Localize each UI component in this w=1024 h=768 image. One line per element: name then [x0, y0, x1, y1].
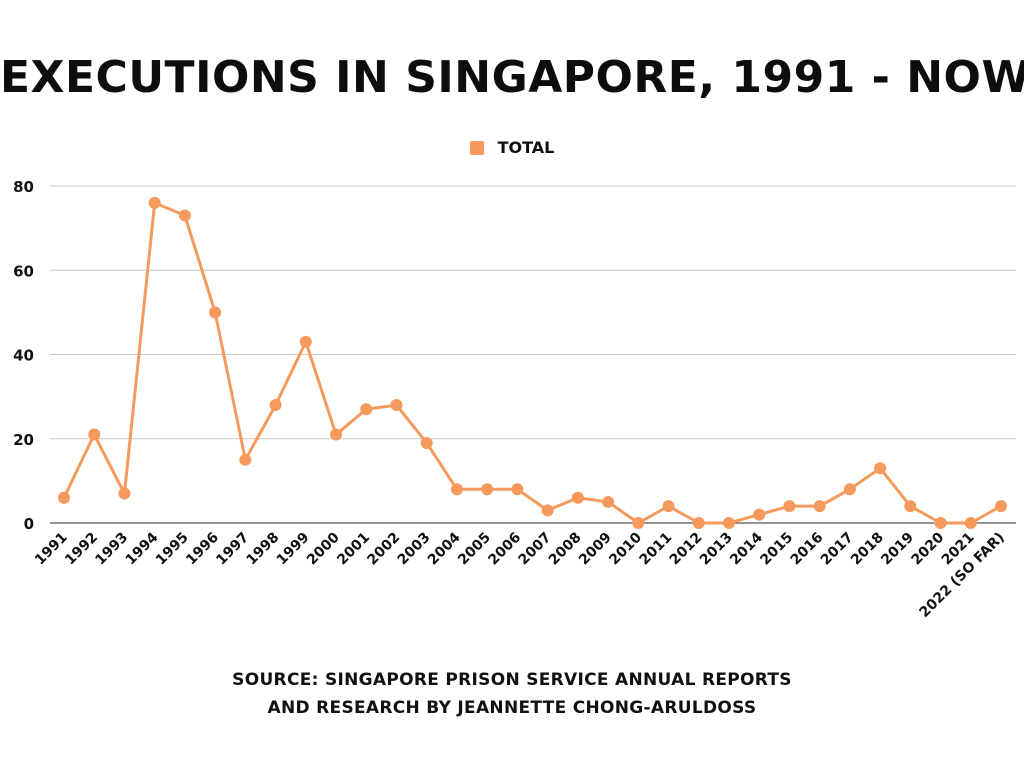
data-point	[692, 517, 705, 529]
y-tick-label: 80	[13, 178, 34, 196]
x-tick-label: 2016	[788, 530, 827, 569]
data-point	[904, 500, 917, 513]
series-line-group	[62, 201, 1003, 525]
x-tick-label: 2017	[818, 530, 857, 569]
data-point	[874, 462, 887, 475]
data-point	[148, 196, 161, 209]
data-point	[178, 209, 191, 222]
x-axis-ticks: 1991199219931994199519961997199819992000…	[32, 529, 1008, 620]
x-tick-label: 2008	[546, 530, 585, 569]
data-point	[813, 500, 826, 513]
legend-label-total: TOTAL	[497, 138, 555, 157]
x-tick-label: 2010	[606, 529, 645, 568]
x-tick-label: 2014	[727, 529, 766, 568]
y-tick-label: 20	[13, 431, 34, 449]
x-tick-label: 1996	[183, 530, 222, 569]
x-tick-label: 2019	[878, 530, 917, 569]
x-tick-label: 2002	[364, 530, 403, 569]
chart-title: EXECUTIONS IN SINGAPORE, 1991 - NOW	[0, 52, 1024, 103]
data-point	[330, 428, 343, 441]
data-point	[934, 517, 947, 529]
x-tick-label: 2020	[909, 529, 948, 568]
data-point	[118, 487, 131, 500]
x-tick-label: 2003	[395, 530, 434, 569]
data-point	[239, 453, 252, 466]
x-tick-label: 1993	[92, 530, 131, 569]
data-point	[995, 500, 1007, 513]
legend-swatch-total	[469, 140, 484, 155]
y-tick-label: 40	[13, 347, 34, 365]
chart-legend: TOTAL	[0, 138, 1024, 157]
data-point	[571, 491, 584, 504]
data-point	[753, 508, 766, 521]
x-tick-label: 2009	[576, 530, 615, 569]
x-tick-label: 2011	[636, 530, 675, 569]
data-point	[58, 491, 70, 504]
data-point	[843, 483, 856, 496]
x-tick-label: 2006	[485, 530, 524, 569]
x-tick-label: 1998	[244, 530, 283, 569]
x-tick-label: 2000	[304, 529, 343, 568]
data-point	[783, 500, 796, 513]
y-axis-ticks: 0 20 40 60 80	[13, 178, 34, 533]
x-tick-label: 1994	[123, 529, 162, 568]
x-tick-label: 2005	[455, 530, 494, 569]
data-point	[299, 335, 312, 348]
y-tick-label: 60	[13, 262, 34, 280]
data-point	[450, 483, 463, 496]
source-line-1: SOURCE: SINGAPORE PRISON SERVICE ANNUAL …	[232, 670, 792, 690]
data-point	[541, 504, 554, 517]
x-tick-label: 1995	[153, 530, 192, 569]
data-point	[360, 403, 373, 416]
x-tick-label: 2013	[697, 530, 736, 569]
data-point	[964, 517, 977, 529]
x-tick-label: 2018	[848, 530, 887, 569]
source-note: SOURCE: SINGAPORE PRISON SERVICE ANNUAL …	[0, 666, 1024, 722]
source-line-2: AND RESEARCH BY JEANNETTE CHONG-ARULDOSS	[267, 698, 757, 718]
data-point	[481, 483, 494, 496]
x-tick-label: 1992	[62, 530, 101, 569]
x-tick-label: 2007	[516, 530, 555, 569]
data-point	[420, 436, 433, 449]
data-point	[511, 483, 524, 496]
x-tick-label: 2004	[425, 529, 464, 568]
data-point	[88, 428, 101, 441]
x-tick-label: 1999	[274, 530, 313, 569]
data-point	[269, 399, 282, 412]
x-tick-label: 2001	[334, 530, 373, 569]
gridlines	[50, 185, 1016, 524]
data-point	[390, 399, 403, 412]
data-point	[602, 495, 615, 508]
series-points	[58, 196, 1007, 529]
x-tick-label: 2015	[757, 530, 796, 569]
data-point	[662, 500, 675, 513]
x-tick-label: 2012	[667, 530, 706, 569]
x-tick-label: 1997	[213, 530, 252, 569]
series-line-total	[62, 201, 1003, 525]
data-point	[632, 517, 645, 529]
data-point	[722, 517, 735, 529]
data-point	[209, 306, 222, 319]
y-tick-label: 0	[24, 515, 34, 533]
x-tick-label: 1991	[32, 530, 71, 569]
